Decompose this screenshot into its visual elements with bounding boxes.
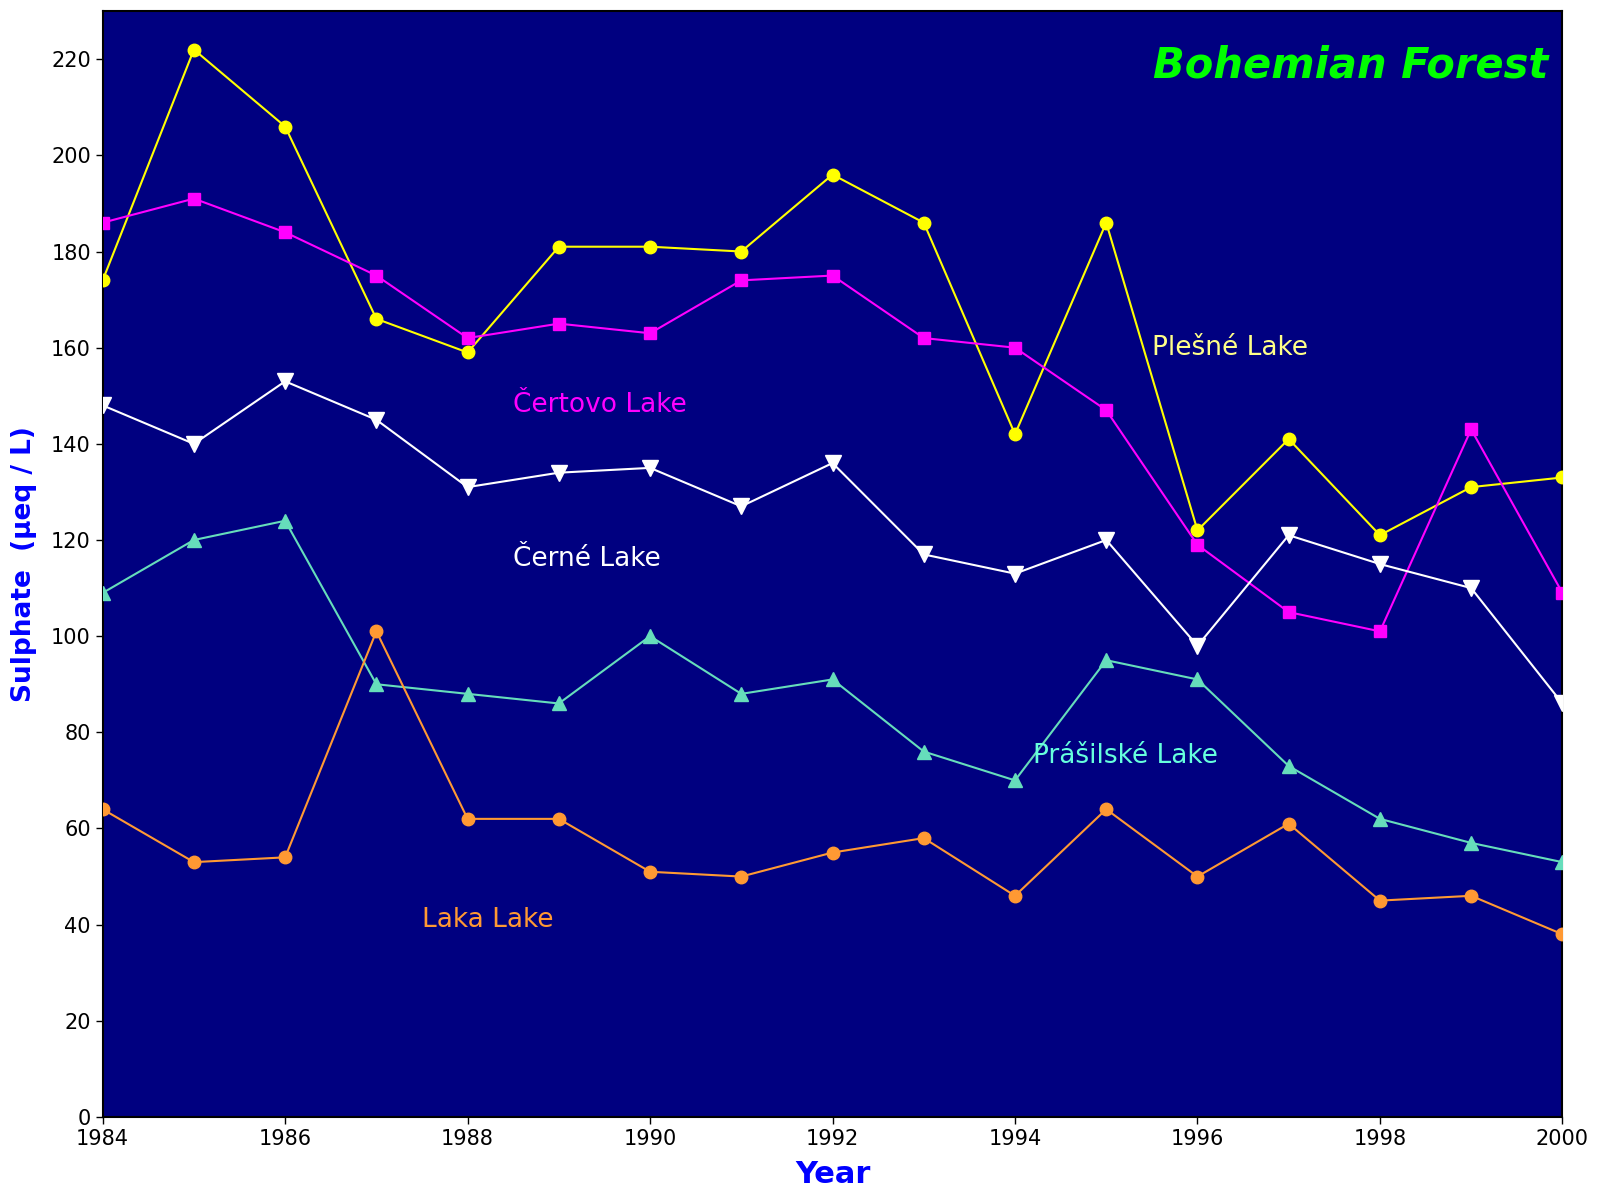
Text: Černé Lake: Černé Lake: [514, 546, 661, 572]
Text: Laka Lake: Laka Lake: [422, 907, 554, 932]
X-axis label: Year: Year: [795, 1160, 870, 1189]
Y-axis label: Sulphate  (µeq / L): Sulphate (µeq / L): [11, 426, 37, 702]
Text: Bohemian Forest: Bohemian Forest: [1152, 44, 1547, 86]
Text: Prášilské Lake: Prášilské Lake: [1034, 743, 1218, 769]
Text: Čertovo Lake: Čertovo Lake: [514, 392, 686, 419]
Text: Plešné Lake: Plešné Lake: [1152, 335, 1307, 361]
